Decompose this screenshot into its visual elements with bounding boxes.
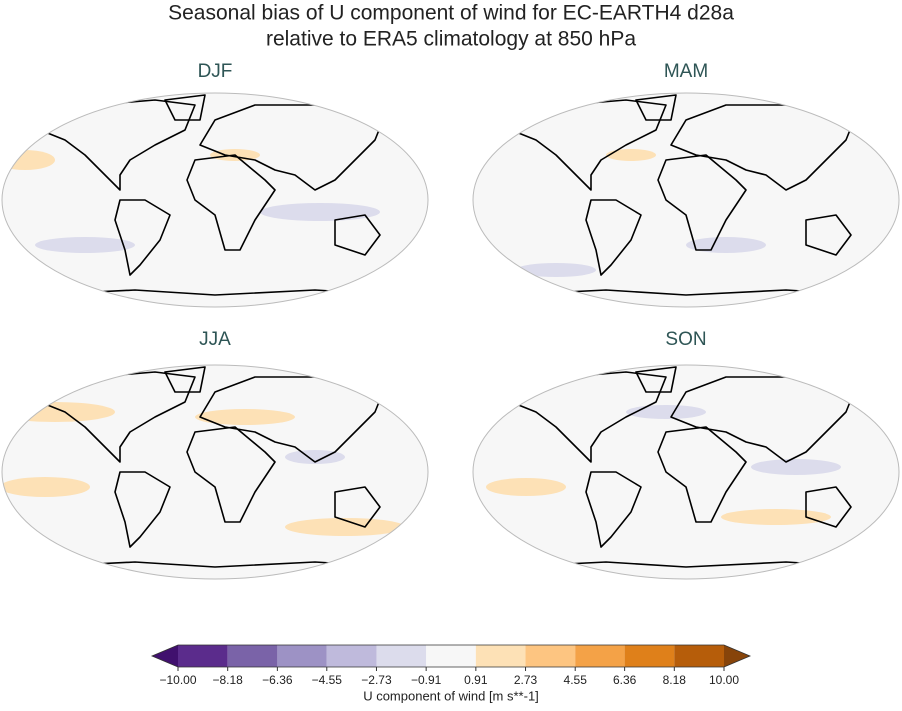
colorbar-bin: [326, 645, 377, 667]
colorbar-bin: [624, 645, 675, 667]
colorbar-bin: [227, 645, 278, 667]
colorbar-bin: [575, 645, 625, 667]
colorbar-label: U component of wind [m s**-1]: [363, 688, 539, 703]
colorbar-extend-under: [152, 645, 178, 667]
colorbar-bin: [426, 645, 476, 667]
panel-title: SON: [665, 329, 706, 350]
colorbar-tick-label: −6.36: [262, 673, 293, 687]
colorbar-tick-label: 6.36: [613, 673, 637, 687]
panel-title: MAM: [664, 61, 708, 82]
colorbar-bin: [525, 645, 576, 667]
colorbar-extend-over: [724, 645, 750, 667]
colorbar-bin: [178, 645, 228, 667]
colorbar-bin: [277, 645, 327, 667]
colorbar-tick-label: −10.00: [159, 673, 196, 687]
colorbar-tick-label: 4.55: [564, 673, 588, 687]
panel-title: DJF: [198, 61, 233, 82]
title-line: Seasonal bias of U component of wind for…: [168, 2, 734, 25]
colorbar-tick-label: 2.73: [514, 673, 538, 687]
colorbar-tick-label: −2.73: [361, 673, 392, 687]
colorbar-bin: [376, 645, 427, 667]
title-line: relative to ERA5 climatology at 850 hPa: [266, 28, 636, 51]
colorbar-tick-label: −8.18: [212, 673, 243, 687]
map-panel: [472, 364, 900, 580]
colorbar: −10.00 −8.18 −6.36 −4.55 −2.73 −0.91 0.91 2.73 4…: [150, 644, 752, 687]
map-panel: [472, 92, 900, 308]
colorbar-tick-label: −4.55: [312, 673, 343, 687]
colorbar-tick-label: −0.91: [411, 673, 442, 687]
colorbar-tick-label: 8.18: [663, 673, 687, 687]
map-panel: [1, 92, 429, 308]
colorbar-bin: [674, 645, 724, 667]
map-panel: [1, 364, 429, 580]
colorbar-bin: [475, 645, 526, 667]
colorbar-tick-label: 10.00: [709, 673, 739, 687]
panel-title: JJA: [199, 329, 231, 350]
colorbar-tick-label: 0.91: [464, 673, 488, 687]
